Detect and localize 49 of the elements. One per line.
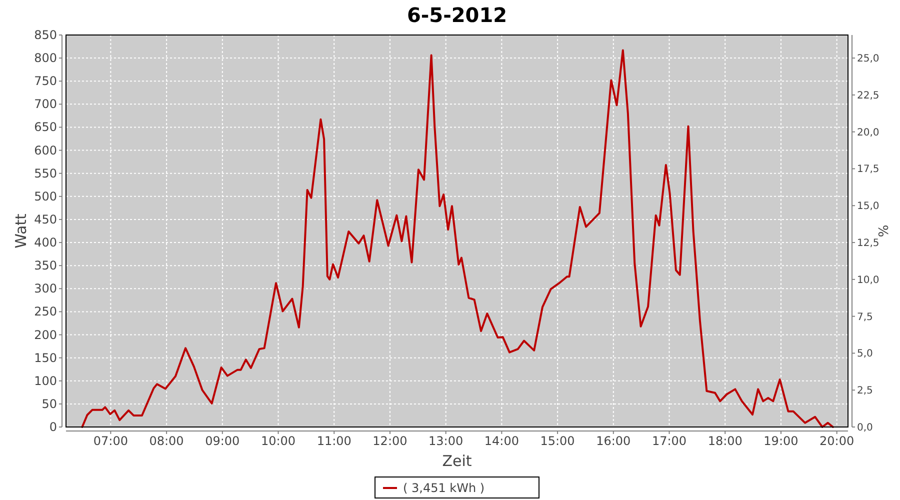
y-axis-title: Watt [12, 213, 30, 248]
y2-tick-label: 22,5 [857, 90, 880, 102]
y-tick-label: 250 [34, 304, 57, 319]
x-tick-label: 15:00 [540, 434, 575, 448]
y-tick-label: 750 [34, 74, 57, 88]
y2-tick-label: 12,5 [857, 238, 880, 250]
y2-tick-label: 17,5 [857, 164, 880, 176]
y2-tick-label: 2,5 [857, 386, 873, 397]
y-tick-label: 450 [34, 212, 57, 226]
x-tick-label: 17:00 [652, 434, 687, 448]
x-tick-label: 20:00 [820, 434, 854, 448]
x-tick-label: 13:00 [428, 434, 464, 448]
y2-tick-label: 20,0 [857, 127, 880, 138]
x-tick-label: 07:00 [93, 434, 128, 448]
y-tick-label: 200 [34, 328, 57, 342]
y2-tick-label: 5,0 [857, 348, 873, 360]
y-tick-label: 50 [42, 396, 57, 411]
y-tick-label: 150 [34, 350, 57, 365]
x-tick-label: 08:00 [149, 434, 184, 448]
y-tick-label: 300 [34, 282, 57, 296]
chart-title: 6-5-2012 [406, 3, 508, 27]
y-tick-label: 0 [49, 420, 57, 434]
x-tick-label: 10:00 [260, 434, 296, 448]
y-tick-label: 650 [34, 120, 57, 134]
y-tick-label: 850 [34, 28, 57, 42]
y-tick-label: 100 [34, 374, 57, 388]
x-tick-label: 14:00 [484, 434, 519, 448]
x-tick-label: 18:00 [708, 434, 742, 448]
y2-tick-label: 7,5 [857, 312, 873, 323]
y2-tick-label: 0,0 [857, 422, 873, 434]
y-tick-label: 700 [34, 97, 57, 112]
y2-axis-title: % [877, 224, 892, 238]
y2-tick-label: 15,0 [857, 201, 880, 212]
x-axis-title: Zeit [442, 452, 472, 470]
x-tick-label: 19:00 [764, 434, 798, 448]
y-tick-label: 500 [34, 189, 57, 204]
legend-label: ( 3,451 kWh ) [403, 481, 485, 495]
x-tick-label: 11:00 [316, 434, 352, 448]
x-tick-label: 16:00 [596, 434, 631, 448]
x-tick-label: 12:00 [372, 434, 408, 448]
y-tick-label: 350 [34, 258, 57, 273]
y2-tick-label: 25,0 [857, 54, 880, 65]
y-tick-label: 400 [34, 236, 57, 250]
y-tick-label: 600 [34, 143, 57, 158]
x-tick-label: 09:00 [205, 434, 240, 448]
y-tick-label: 550 [34, 166, 57, 180]
y-tick-label: 800 [34, 51, 57, 66]
line-series [81, 49, 834, 428]
y2-tick-label: 10,0 [857, 274, 880, 286]
